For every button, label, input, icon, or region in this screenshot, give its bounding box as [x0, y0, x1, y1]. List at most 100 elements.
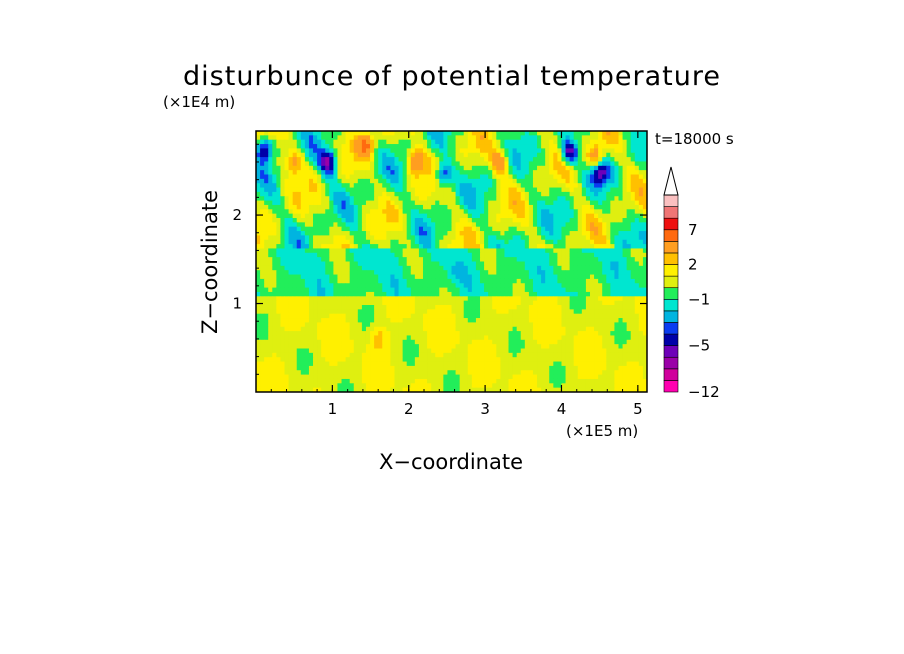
field-cell: [300, 318, 306, 323]
field-cell: [256, 139, 261, 145]
field-cell: [484, 226, 489, 232]
field-cell: [520, 261, 526, 267]
field-cell: [589, 248, 595, 254]
field-cell: [610, 170, 615, 175]
field-cell: [382, 348, 387, 354]
field-cell: [602, 183, 607, 188]
field-cell: [313, 248, 318, 254]
field-cell: [545, 318, 550, 323]
field-cell: [418, 152, 424, 158]
field-cell: [398, 274, 404, 280]
field-cell: [488, 313, 493, 319]
field-cell: [443, 335, 448, 341]
field-cell: [500, 226, 505, 232]
field-cell: [272, 235, 277, 241]
field-cell: [292, 196, 298, 201]
field-cell: [427, 157, 432, 162]
field-cell: [353, 248, 359, 254]
field-cell: [443, 274, 448, 280]
field-cell: [638, 322, 644, 328]
field-cell: [459, 265, 465, 271]
field-cell: [345, 213, 351, 219]
field-cell: [439, 191, 444, 197]
field-cell: [508, 274, 513, 280]
field-cell: [528, 226, 534, 232]
field-cell: [357, 248, 363, 254]
field-cell: [524, 139, 530, 145]
field-cell: [634, 157, 640, 162]
field-cell: [622, 218, 628, 223]
field-cell: [280, 187, 285, 193]
field-cell: [276, 318, 281, 323]
field-cell: [573, 331, 579, 336]
field-cell: [496, 265, 501, 271]
field-cell: [313, 274, 318, 280]
field-cell: [475, 161, 481, 167]
field-cell: [361, 248, 367, 254]
field-cell: [598, 335, 603, 341]
field-cell: [484, 209, 489, 215]
field-cell: [431, 348, 436, 354]
field-cell: [626, 213, 632, 219]
field-cell: [520, 326, 526, 332]
field-cell: [422, 170, 428, 175]
field-cell: [553, 291, 558, 297]
field-cell: [606, 178, 611, 184]
field-cell: [333, 135, 338, 141]
field-cell: [484, 222, 489, 228]
field-cell: [585, 265, 591, 271]
field-cell: [496, 165, 501, 171]
field-cell: [626, 339, 632, 345]
field-cell: [549, 200, 554, 206]
field-cell: [268, 322, 273, 328]
field-cell: [504, 339, 509, 345]
field-cell: [418, 318, 424, 323]
field-cell: [378, 309, 383, 315]
field-cell: [382, 278, 387, 284]
field-cell: [532, 291, 538, 297]
field-cell: [512, 348, 518, 354]
field-cell: [321, 296, 326, 302]
field-cell: [313, 348, 318, 354]
field-cell: [480, 239, 485, 245]
field-cell: [378, 191, 383, 197]
field-cell: [496, 161, 501, 167]
field-cell: [480, 204, 485, 210]
field-cell: [341, 235, 346, 241]
field-cell: [488, 248, 493, 254]
field-cell: [260, 274, 265, 280]
field-cell: [313, 131, 318, 136]
field-cell: [382, 131, 387, 136]
field-cell: [610, 231, 615, 236]
field-cell: [304, 318, 310, 323]
field-cell: [537, 196, 542, 201]
field-cell: [488, 318, 493, 323]
field-cell: [357, 287, 363, 293]
field-cell: [622, 287, 628, 293]
field-cell: [308, 178, 314, 184]
field-cell: [313, 165, 318, 171]
field-cell: [341, 339, 346, 345]
field-cell: [630, 287, 636, 293]
field-cell: [451, 196, 456, 201]
field-cell: [594, 231, 599, 236]
field-cell: [280, 339, 285, 345]
field-cell: [471, 283, 477, 288]
field-cell: [610, 313, 615, 319]
field-cell: [361, 165, 367, 171]
field-cell: [329, 170, 334, 175]
field-cell: [528, 204, 534, 210]
field-cell: [284, 178, 289, 184]
field-cell: [500, 283, 505, 288]
field-cell: [459, 331, 465, 336]
field-cell: [370, 187, 375, 193]
field-cell: [626, 235, 632, 241]
field-cell: [435, 348, 440, 354]
field-cell: [594, 191, 599, 197]
field-cell: [361, 204, 367, 210]
field-cell: [341, 335, 346, 341]
field-cell: [549, 291, 554, 297]
field-cell: [516, 170, 522, 175]
field-cell: [565, 183, 571, 188]
field-cell: [268, 252, 273, 258]
